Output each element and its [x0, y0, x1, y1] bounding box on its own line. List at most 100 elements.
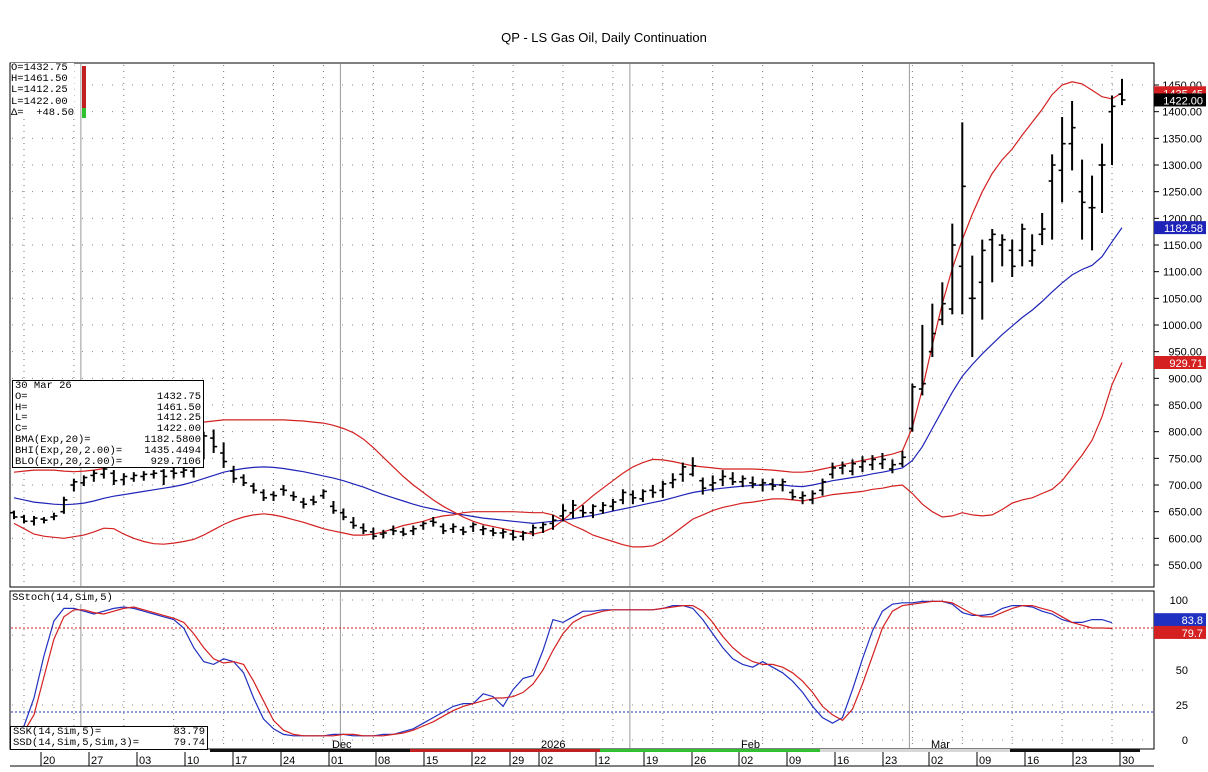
day-label: 24 — [283, 755, 295, 767]
info-date-text: 30 Mar 26 — [15, 380, 72, 392]
ohlc-bar — [978, 239, 986, 320]
day-label: 23 — [1075, 755, 1087, 767]
ohlc-bar — [819, 478, 827, 496]
y-tick-label: 650.00 — [1168, 507, 1202, 519]
ohlc-bar — [888, 459, 896, 474]
ohlc-bar — [280, 485, 288, 496]
info-value: 1435.4494 — [144, 444, 201, 457]
ohlc-bar — [439, 523, 447, 535]
info-date: 30 Mar 26 — [13, 381, 203, 392]
ohlc-bar — [150, 470, 158, 479]
last-value-bg — [1154, 355, 1206, 369]
ohlc-bar — [30, 515, 38, 526]
day-label: 17 — [235, 755, 247, 767]
ohlc-bar — [649, 485, 657, 498]
stoch-row: SSD(14,Sim,5,Sim,3)= 79.74 — [11, 736, 207, 749]
stoch-value: 79.74 — [173, 736, 205, 749]
ohlc-bar — [1108, 95, 1116, 165]
last-value-tag: 1182.58 — [1154, 221, 1206, 235]
ohlc-bar — [1058, 117, 1066, 203]
stoch-line-0 — [13, 600, 1113, 737]
ohlc-bar — [569, 499, 577, 519]
stoch-tick-label: 25 — [1176, 700, 1188, 712]
day-label: 09 — [789, 755, 801, 767]
ohlc-bar — [878, 453, 886, 469]
ohlc-bar — [709, 475, 717, 492]
ohlc-bar — [1088, 175, 1096, 251]
stoch-info-box: SSK(14,Sim,5)= 83.79 SSD(14,Sim,5,Sim,3)=… — [10, 726, 208, 750]
y-tick-label: 700.00 — [1168, 480, 1202, 492]
ohlc-bar — [809, 490, 817, 505]
ohlc-bar — [1078, 159, 1086, 240]
ohlc-bar — [938, 282, 946, 325]
y-tick-label: 950.00 — [1168, 347, 1202, 359]
ohlc-bar — [898, 450, 906, 467]
info-label: O= — [15, 390, 28, 403]
last-value-text: 1422.00 — [1163, 95, 1203, 107]
ohlc-bar — [160, 469, 168, 485]
ohlc-bar — [839, 461, 847, 475]
ohlc-bar — [349, 517, 357, 529]
last-value-tag: 1422.00 — [1154, 93, 1206, 107]
stoch-tick-label: 50 — [1176, 665, 1188, 677]
stoch-value-text: 83.8 — [1182, 615, 1203, 627]
stoch-row: SSK(14,Sim,5)= 83.79 — [11, 727, 207, 738]
ohlc-bar — [509, 529, 517, 541]
stoch-value-text: 79.7 — [1182, 628, 1203, 640]
info-row: BHI(Exp,20,2.00)= 1435.4494 — [13, 444, 203, 457]
info-label: BHI(Exp,20,2.00)= — [15, 444, 123, 457]
ohlc-bar — [110, 470, 118, 485]
y-tick-label: 1050.00 — [1162, 293, 1202, 305]
stoch-value: 83.79 — [173, 726, 205, 738]
info-row: O= 1432.75 — [13, 390, 203, 403]
day-label: 09 — [979, 755, 991, 767]
day-label: 16 — [1027, 755, 1039, 767]
ohlc-bar — [309, 495, 317, 506]
ohlc-bar — [1018, 223, 1026, 267]
y-tick-label: 1350.00 — [1162, 133, 1202, 145]
ohlc-bar — [1098, 143, 1106, 213]
ohlc-bar — [699, 477, 707, 495]
ohlc-line: H=1461.50 — [11, 73, 68, 86]
ohlc-bar — [289, 491, 297, 501]
stoch-layer — [11, 600, 1153, 737]
month-label: Mar — [931, 739, 950, 751]
ohlc-bar — [170, 467, 178, 479]
ohlc-bar — [519, 530, 527, 541]
y-tick-label: 1100.00 — [1163, 267, 1202, 279]
ohlc-bar — [589, 504, 597, 519]
ohlc-bar — [868, 455, 876, 471]
ohlc-bar — [339, 508, 347, 521]
ohlc-bar — [1118, 78, 1126, 106]
y-tick-label: 600.00 — [1168, 533, 1202, 545]
ohlc-bar — [1008, 239, 1016, 277]
info-label: BLO(Exp,20,2.00)= — [15, 455, 123, 468]
day-label: 23 — [885, 755, 897, 767]
ohlc-bar — [499, 528, 507, 539]
y-tick-label: 750.00 — [1168, 453, 1202, 465]
last-value-text: 929.71 — [1169, 358, 1203, 370]
month-label: Feb — [741, 739, 760, 751]
ohlc-marker-red — [82, 66, 86, 108]
ohlc-bar — [968, 255, 976, 357]
ohlc-bar — [1038, 213, 1046, 245]
ohlc-line: Δ= +48.50 — [11, 106, 75, 119]
ohlc-bar — [789, 489, 797, 500]
month-bar — [410, 749, 600, 752]
ohlc-bar — [399, 527, 407, 537]
month-bar — [600, 749, 820, 752]
last-value-bg — [1154, 221, 1206, 235]
axis-layer: 550.00 600.00 650.00 700.00 750.00 800.00 850.… — [82, 66, 1206, 747]
ohlc-bar — [180, 466, 188, 478]
ohlc-bar — [769, 478, 777, 491]
ohlc-bar — [1048, 154, 1056, 240]
y-tick-label: 1400.00 — [1162, 107, 1202, 119]
ohlc-bar — [848, 459, 856, 476]
day-label: 29 — [512, 755, 524, 767]
day-label: 12 — [598, 755, 610, 767]
last-value-tag: 929.71 — [1154, 355, 1206, 370]
stoch-tick-label: 100 — [1170, 595, 1188, 607]
ohlc-bar — [749, 476, 757, 489]
date-axis: Dec 2026 Feb Mar 20 27 03 10 17 24 01 08 15 22 29 02 12 1… — [10, 739, 1154, 767]
stoch-line-1 — [13, 600, 1113, 737]
